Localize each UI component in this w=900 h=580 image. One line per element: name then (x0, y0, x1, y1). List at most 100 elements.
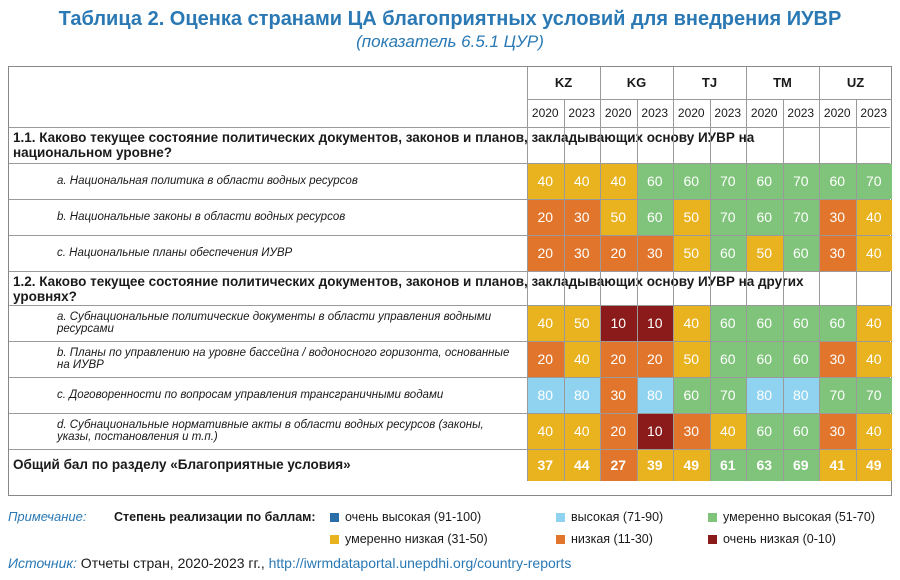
score-cell: 40 (563, 414, 600, 449)
legend-text: очень высокая (91-100) (345, 510, 482, 524)
grid-line (782, 127, 784, 481)
legend-item-very-low: очень низкая (0-10) (708, 532, 836, 546)
grid-line (782, 99, 784, 127)
score-cell: 60 (782, 414, 819, 449)
score-cell: 40 (709, 414, 746, 449)
legend-swatch (708, 513, 717, 523)
score-cell: 30 (600, 378, 637, 413)
grid-line (9, 377, 890, 378)
source-line: Источник: Отчеты стран, 2020-2023 гг., h… (8, 555, 571, 571)
score-cell: 20 (600, 342, 637, 377)
total-label: Общий бал по разделу «Благоприятные усло… (13, 457, 351, 472)
legend-swatch (330, 535, 339, 545)
score-cell: 60 (709, 306, 746, 341)
score-cell: 60 (819, 164, 856, 199)
grid-line (9, 199, 890, 200)
legend-text: очень низкая (0-10) (723, 532, 836, 546)
score-cell: 40 (855, 342, 892, 377)
legend-swatch (556, 535, 565, 545)
score-cell: 60 (673, 378, 710, 413)
score-cell: 60 (709, 342, 746, 377)
score-cell: 40 (855, 200, 892, 235)
year-header: 2020 (823, 106, 851, 120)
total-score-cell: 44 (563, 450, 600, 481)
row-label: c. Договоренности по вопросам управления… (57, 389, 444, 401)
score-cell: 40 (855, 236, 892, 271)
total-score-cell: 63 (746, 450, 783, 481)
row-label: a. Национальная политика в области водны… (57, 175, 358, 187)
score-cell: 60 (673, 164, 710, 199)
grid-line (855, 99, 857, 127)
score-cell: 20 (527, 342, 564, 377)
legend-text: низкая (11-30) (571, 532, 653, 546)
total-score-cell: 39 (636, 450, 673, 481)
total-score-cell: 49 (855, 450, 892, 481)
score-cell: 40 (673, 306, 710, 341)
score-cell: 20 (636, 342, 673, 377)
year-header: 2023 (641, 106, 669, 120)
score-cell: 80 (636, 378, 673, 413)
grid-line (636, 99, 638, 127)
score-cell: 70 (782, 200, 819, 235)
score-cell: 10 (636, 414, 673, 449)
grid-line (9, 413, 890, 414)
total-score-cell: 69 (782, 450, 819, 481)
total-score-cell: 37 (527, 450, 564, 481)
score-cell: 70 (709, 378, 746, 413)
score-cell: 80 (746, 378, 783, 413)
note-text: Степень реализации по баллам: (114, 510, 316, 524)
year-header: 2020 (677, 106, 705, 120)
score-cell: 50 (600, 200, 637, 235)
legend-swatch (330, 513, 339, 523)
grid-line (709, 99, 711, 127)
score-cell: 80 (527, 378, 564, 413)
score-cell: 20 (600, 236, 637, 271)
row-label: d. Субнациональные нормативные акты в об… (57, 419, 484, 443)
grid-line (673, 127, 674, 481)
year-header: 2020 (750, 106, 778, 120)
grid-line (563, 127, 565, 481)
score-cell: 20 (600, 414, 637, 449)
score-cell: 70 (819, 378, 856, 413)
grid-line (9, 127, 890, 128)
score-cell: 60 (782, 306, 819, 341)
grid-line (636, 127, 638, 481)
legend-item-very-high: очень высокая (91-100) (330, 510, 481, 524)
row-label: b. Планы по управлению на уровне бассейн… (57, 347, 510, 371)
score-cell: 30 (673, 414, 710, 449)
year-header: 2023 (568, 106, 596, 120)
score-cell: 10 (600, 306, 637, 341)
row-label: c. Национальные планы обеспечения ИУВР (57, 247, 293, 259)
score-cell: 50 (673, 236, 710, 271)
grid-line (600, 127, 601, 481)
score-cell: 40 (855, 306, 892, 341)
legend-item-low: низкая (11-30) (556, 532, 653, 546)
grid-line (527, 127, 528, 481)
score-cell: 10 (636, 306, 673, 341)
score-cell: 70 (709, 200, 746, 235)
country-header-kg: KG (626, 75, 647, 90)
legend-item-medium-high: умеренно высокая (51-70) (708, 510, 875, 524)
legend-text: высокая (71-90) (571, 510, 664, 524)
section-title: 1.1. Каково текущее состояние политическ… (13, 130, 755, 160)
grid-line (9, 271, 890, 272)
grid-line (9, 305, 890, 306)
grid-line (563, 99, 565, 127)
score-cell: 60 (636, 164, 673, 199)
grid-line (855, 127, 857, 481)
grid-line (600, 67, 601, 127)
grid-line (9, 235, 890, 236)
source-link[interactable]: http://iwrmdataportal.unepdhi.org/countr… (268, 555, 572, 571)
total-score-cell: 61 (709, 450, 746, 481)
country-header-tm: TM (773, 75, 792, 90)
score-cell: 60 (746, 306, 783, 341)
grid-line (673, 67, 674, 127)
source-text: Отчеты стран, 2020-2023 гг., (76, 555, 269, 571)
legend-text: умеренно низкая (31-50) (345, 532, 488, 546)
grid-line (819, 127, 820, 481)
grid-line (746, 67, 747, 127)
score-cell: 40 (563, 342, 600, 377)
score-cell: 40 (527, 164, 564, 199)
legend-item-medium-low: умеренно низкая (31-50) (330, 532, 488, 546)
score-cell: 80 (782, 378, 819, 413)
